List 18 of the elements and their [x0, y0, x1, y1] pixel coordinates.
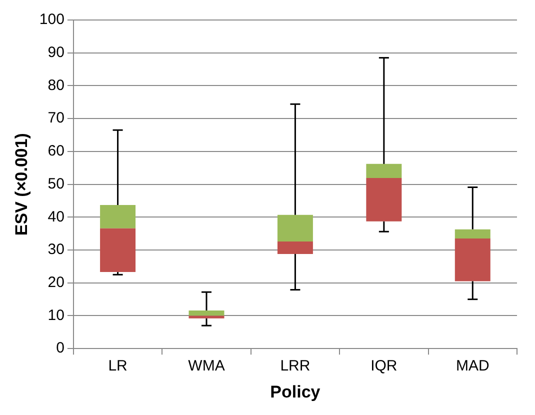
y-tick-label: 100 — [39, 11, 64, 28]
y-tick-label: 80 — [48, 76, 64, 94]
x-axis-title: Policy — [270, 382, 321, 402]
y-axis-title: ESV (×0.001) — [12, 133, 31, 236]
x-tick-label: IQR — [370, 358, 398, 375]
y-tick-label: 40 — [48, 208, 64, 226]
y-tick-label: 90 — [48, 44, 64, 61]
y-tick-label: 0 — [56, 340, 64, 357]
y-tick-label: 10 — [48, 306, 64, 324]
y-tick-label: 20 — [48, 274, 64, 292]
y-tick-label: 60 — [48, 142, 64, 160]
y-tick-label: 70 — [48, 110, 64, 127]
x-tick-label: LR — [108, 358, 128, 375]
x-tick-label: MAD — [456, 358, 490, 375]
x-tick-label: LRR — [280, 358, 310, 375]
y-tick-label: 30 — [48, 241, 64, 258]
x-tick-label: WMA — [188, 358, 225, 375]
y-tick-label: 50 — [48, 175, 64, 192]
